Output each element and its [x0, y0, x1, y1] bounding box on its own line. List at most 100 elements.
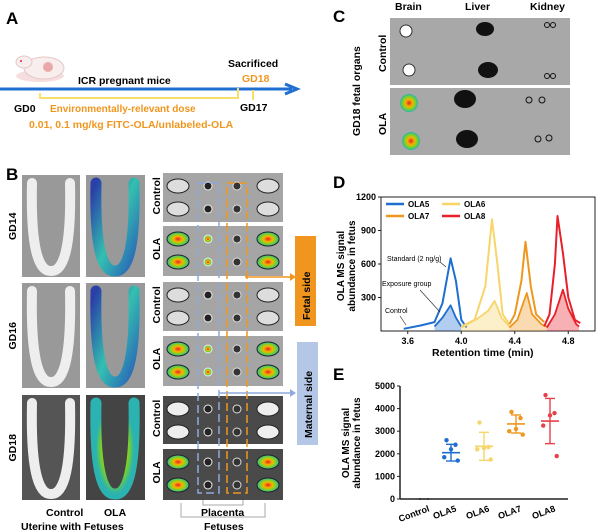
e-point-OLA7 [507, 429, 512, 434]
uterine-horn [26, 178, 76, 276]
uterine-col-control: Control [46, 507, 83, 519]
placenta-maternal [203, 480, 213, 490]
uterine-horn-fluorescence [90, 285, 140, 388]
maternal-side-box [297, 342, 318, 445]
d-xlabel: Retention time (min) [432, 347, 534, 359]
arrow-head [284, 82, 301, 96]
d-standard-line-OLA5 [403, 257, 468, 330]
col-kidney: Kidney [530, 1, 565, 13]
placenta-fetal [232, 313, 242, 323]
panel-label-b: B [6, 165, 18, 184]
e-point-OLA8 [552, 410, 557, 416]
placenta-fetal [232, 480, 242, 490]
d-exposure-fill-OLA8 [546, 289, 579, 331]
e-point-Control [420, 498, 422, 500]
d-exposure-fill-OLA7 [509, 293, 547, 331]
placenta-maternal [203, 344, 213, 354]
e-point-OLA5 [455, 458, 460, 463]
e-point-OLA6 [488, 457, 493, 462]
dose-title: Environmentally-relevant dose [50, 104, 196, 115]
d-annotation-arrow [439, 261, 447, 268]
organs-ylabel: GD18 fetal organs [351, 46, 363, 136]
d-legend-label: OLA7 [408, 212, 430, 221]
fetus [166, 178, 190, 194]
e-point-OLA8 [543, 392, 548, 398]
placenta-fetal [232, 181, 242, 191]
fetus-row-label: OLA [151, 461, 163, 484]
d-exposure-line-OLA7 [508, 292, 548, 329]
e-point-OLA5 [444, 438, 449, 443]
fetus [166, 477, 190, 493]
placenta-maternal [203, 313, 213, 323]
d-legend-label: OLA5 [408, 200, 430, 209]
e-ytick-label: 2000 [375, 449, 395, 459]
panel-label-e: E [333, 365, 344, 384]
fetus [256, 477, 280, 493]
sacrificed-label: Sacrificed [228, 58, 278, 70]
d-exposure-fill-OLA5 [434, 305, 462, 331]
d-xtick-label: 4.4 [508, 336, 521, 346]
placenta-fetal [232, 427, 242, 437]
e-xtick-label: OLA6 [465, 503, 491, 521]
uterine-horn [26, 286, 76, 387]
fetus [166, 310, 190, 326]
gd-row-label: GD18 [7, 434, 19, 462]
ylabel-line: abundance in fetus [347, 220, 358, 312]
fetus-row-label: OLA [151, 347, 163, 370]
fetuses-label: Fetuses [204, 521, 244, 532]
panel-a: A ICR pregnant mice Sacrificed GD18 GD0 … [0, 9, 301, 131]
fetus [166, 201, 190, 217]
row-control: Control [377, 35, 389, 72]
d-legend-label: OLA6 [464, 200, 486, 209]
d-xtick-label: 4.8 [562, 336, 575, 346]
placenta-fetal [232, 367, 242, 377]
organs [399, 22, 556, 150]
uterine-images: GD14 GD16 GD18 [7, 175, 145, 500]
fetus-images: Control OLA Control OLA Control OLA [151, 173, 283, 500]
fetus-row-label: Control [151, 400, 163, 437]
fetus [166, 424, 190, 440]
gd-row-label: GD14 [7, 212, 19, 240]
ylabel-line: abundance in fetus [352, 397, 363, 489]
placenta-fetal [232, 404, 242, 414]
fetus [256, 364, 280, 380]
d-annotation-exposure: Exposure group [382, 281, 432, 288]
fetal-side-box [295, 236, 316, 326]
d-ylabel: OLA MS signalabundance in fetus [336, 220, 358, 312]
placenta-fetal [232, 257, 242, 267]
e-point-OLA5 [442, 454, 447, 460]
d-standard-line-OLA7 [508, 240, 545, 325]
e-point-OLA8 [554, 453, 559, 459]
fetus [256, 201, 280, 217]
d-standard-line-OLA6 [460, 218, 511, 328]
placenta-maternal [203, 181, 213, 191]
maternal-side-label: Maternal side [303, 371, 315, 438]
e-ytick-label: 3000 [375, 426, 395, 436]
d-xtick-label: 4.0 [455, 336, 468, 346]
fetus-row-label: Control [151, 177, 163, 214]
pregnant-mouse-icon [15, 55, 65, 82]
gd0-label: GD0 [14, 103, 36, 115]
d-ytick-label: 900 [361, 226, 376, 236]
placenta-fetal [232, 204, 242, 214]
dose-detail: 0.01, 0.1 mg/kg FITC-OLA/unlabeled-OLA [29, 119, 234, 131]
placenta-fetal [232, 344, 242, 354]
placenta-maternal [203, 290, 213, 300]
panel-label-c: C [333, 7, 345, 26]
placenta-maternal [203, 257, 213, 267]
e-point-Control [423, 498, 425, 500]
fetus-row-label: Control [151, 286, 163, 323]
e-point-OLA6 [475, 447, 480, 452]
col-liver: Liver [465, 1, 490, 13]
fetus [256, 178, 280, 194]
fetal-side-dashed-box [226, 182, 248, 494]
fetus [166, 254, 190, 270]
e-point-OLA8 [541, 423, 546, 428]
placenta-maternal [203, 427, 213, 437]
uterine-horn-fluorescence [90, 177, 140, 277]
timeline-title: ICR pregnant mice [78, 75, 171, 87]
fetus [256, 254, 280, 270]
fetus [256, 287, 280, 303]
